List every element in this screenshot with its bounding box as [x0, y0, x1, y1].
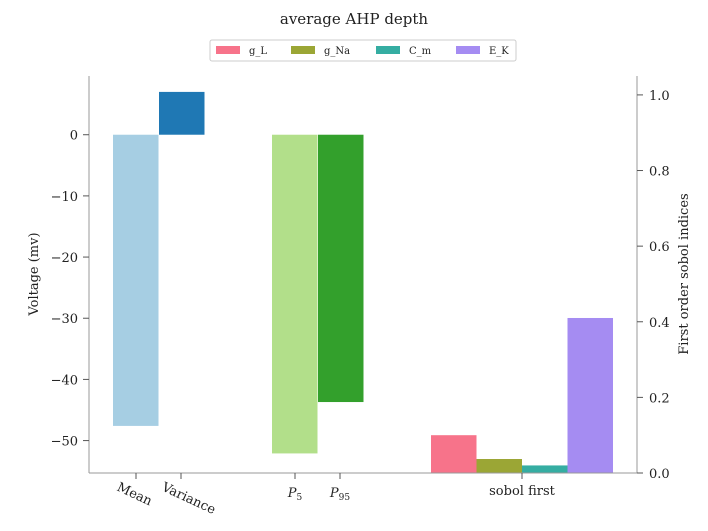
- x-tick-label: P5: [287, 486, 303, 503]
- bar-sobol-g-l: [431, 435, 477, 473]
- bar-p5: [272, 134, 318, 454]
- right-tick-label: 0.4: [649, 316, 670, 331]
- chart-title: average AHP depth: [280, 10, 429, 28]
- right-tick-label: 1.0: [649, 89, 670, 104]
- legend-swatch: [216, 46, 240, 54]
- left-tick-label: −40: [51, 373, 78, 388]
- legend-frame: [209, 39, 517, 62]
- right-tick-label: 0.2: [649, 391, 670, 406]
- bar-variance: [159, 91, 205, 135]
- x-tick-label: Mean: [114, 480, 155, 510]
- legend-label: E_K: [489, 46, 509, 57]
- bar-mean: [113, 134, 159, 426]
- x-tick-label: Variance: [158, 480, 218, 518]
- right-tick-label: 0.8: [649, 165, 670, 180]
- bar-sobol-c-m: [522, 465, 568, 473]
- left-tick-label: −20: [51, 251, 78, 266]
- legend-swatch: [291, 46, 315, 54]
- left-tick-label: −30: [51, 312, 78, 327]
- left-axis-label: Voltage (mv): [27, 232, 42, 316]
- x-tick-label-sobol: sobol first: [489, 484, 555, 499]
- legend-label: g_Na: [324, 46, 350, 57]
- right-axis-label: First order sobol indices: [677, 193, 692, 354]
- left-tick-label: −50: [51, 435, 78, 450]
- bar-sobol-g-na: [476, 459, 522, 473]
- bar-sobol-e-k: [567, 317, 613, 473]
- legend-label: C_m: [409, 46, 432, 57]
- right-axis-ticks: 0.0 0.2 0.4 0.6 0.8 1.0: [637, 89, 670, 482]
- bars: [113, 91, 613, 473]
- legend-swatch: [456, 46, 480, 54]
- legend-label: g_L: [249, 46, 267, 57]
- right-tick-label: 0.6: [649, 240, 670, 255]
- x-tick-label: P95: [329, 486, 350, 503]
- axes: [88, 76, 638, 474]
- left-tick-label: 0: [70, 129, 78, 144]
- left-axis-ticks: 0 −10 −20 −30 −40 −50: [51, 129, 89, 450]
- left-tick-label: −10: [51, 190, 78, 205]
- right-tick-label: 0.0: [649, 467, 670, 482]
- legend-swatch: [376, 46, 400, 54]
- x-axis-ticks: Mean Variance P5 P95 sobol first: [114, 473, 556, 518]
- legend: g_L g_Na C_m E_K: [209, 39, 517, 62]
- bar-p95: [318, 134, 364, 403]
